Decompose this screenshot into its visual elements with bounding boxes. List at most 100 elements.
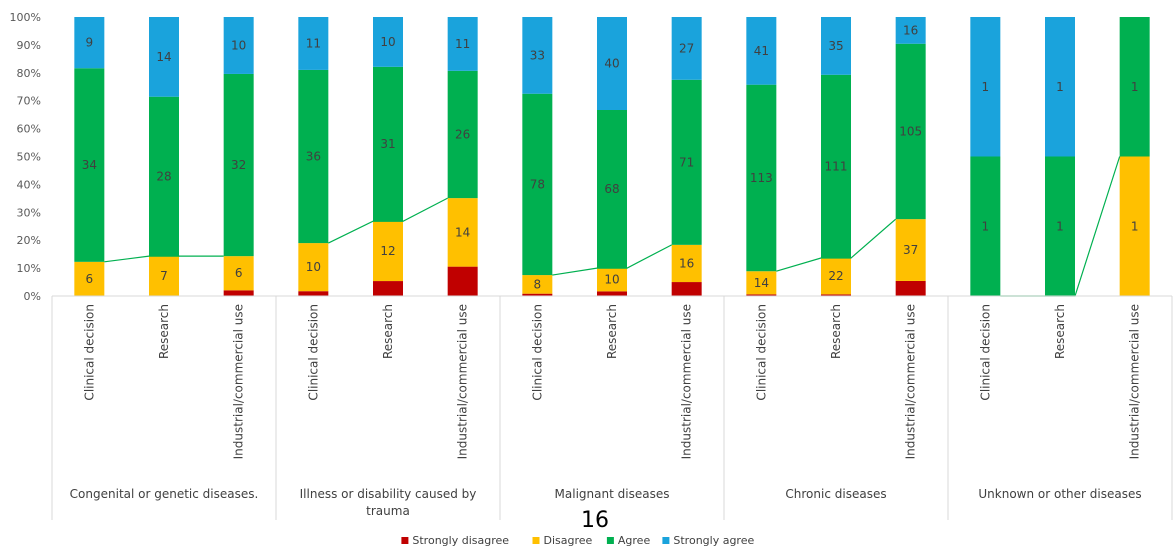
data-label: 28: [156, 169, 171, 183]
data-label: 11: [306, 36, 321, 50]
bar-segment: [373, 66, 403, 222]
group-label: Illness or disability caused by trauma: [300, 487, 477, 518]
bar-segment: [895, 43, 926, 220]
data-label: 78: [530, 177, 545, 191]
data-label: 1: [1131, 219, 1139, 233]
bar-segment: [223, 256, 254, 291]
y-tick-label: 90%: [17, 39, 41, 52]
data-label: 10: [231, 38, 246, 52]
data-label: 68: [604, 182, 619, 196]
category-label: Research: [605, 304, 619, 359]
bar-segment: [298, 291, 329, 296]
bar-segment: [149, 17, 179, 97]
data-label: 10: [306, 260, 321, 274]
bar-segment: [1119, 156, 1150, 296]
bar-segment: [522, 275, 553, 294]
data-label: 12: [380, 244, 395, 258]
connector-line: [104, 255, 224, 263]
group-label: Unknown or other diseases: [978, 487, 1141, 501]
data-label: 37: [903, 243, 918, 257]
bar-segment: [671, 79, 702, 245]
data-label: 11: [455, 37, 470, 51]
connector-line: [328, 197, 448, 244]
data-label: 1: [1056, 80, 1064, 94]
bar-segment: [821, 17, 851, 75]
bar-segment: [895, 219, 926, 281]
category-label: Clinical decision: [82, 304, 96, 401]
category-label: Industrial/commercial use: [456, 304, 470, 459]
legend-swatch: [532, 537, 540, 544]
category-label: Clinical decision: [754, 304, 768, 401]
bar-segment: [821, 294, 851, 296]
data-label: 40: [604, 57, 619, 71]
y-tick-label: 100%: [10, 11, 41, 24]
data-label: 9: [86, 36, 94, 50]
bar-segment: [74, 17, 105, 69]
y-tick-label: 0%: [24, 290, 41, 303]
data-label: 31: [380, 137, 395, 151]
bar-segment: [223, 290, 254, 296]
bar-segment: [74, 68, 105, 262]
data-label: 10: [604, 273, 619, 287]
legend-swatch: [662, 537, 670, 544]
bar-segment: [447, 198, 478, 267]
y-tick-label: 30%: [17, 206, 41, 219]
bar-segment: [821, 258, 851, 295]
bar-segment: [522, 293, 553, 296]
bar-segment: [597, 291, 627, 296]
y-tick-label: 60%: [17, 123, 41, 136]
group-label: Chronic diseases: [785, 487, 886, 501]
data-label: 111: [825, 159, 848, 173]
bar-segment: [149, 96, 179, 257]
page-number: 16: [581, 508, 609, 533]
data-label: 1: [1056, 219, 1064, 233]
bar-segment: [746, 17, 777, 85]
data-label: 26: [455, 127, 470, 141]
bar-segment: [671, 282, 702, 296]
data-labels: 6349728146321010361112311014261187833106…: [82, 23, 1139, 291]
category-label: Industrial/commercial use: [1128, 304, 1142, 459]
category-label: Clinical decision: [306, 304, 320, 401]
bar-segment: [1045, 156, 1075, 296]
bar-segment: [895, 280, 926, 296]
data-label: 27: [679, 41, 694, 55]
bar-segment: [373, 221, 403, 282]
y-tick-label: 10%: [17, 262, 41, 275]
legend-label: Agree: [618, 534, 651, 547]
y-tick-label: 50%: [17, 151, 41, 164]
data-label: 14: [754, 276, 769, 290]
category-label: Industrial/commercial use: [680, 304, 694, 459]
bar-segment: [298, 243, 329, 292]
bar-segment: [522, 17, 553, 94]
data-label: 7: [160, 269, 168, 283]
group-label: Congenital or genetic diseases.: [70, 487, 259, 501]
data-label: 35: [828, 39, 843, 53]
data-label: 8: [534, 277, 542, 291]
bar-segment: [373, 281, 403, 296]
bar-segment: [895, 17, 926, 44]
legend-label: Strongly agree: [673, 534, 754, 547]
category-label: Research: [1053, 304, 1067, 359]
y-tick-label: 40%: [17, 178, 41, 191]
data-label: 1: [982, 80, 990, 94]
data-label: 36: [306, 150, 321, 164]
bar-segment: [821, 74, 851, 259]
bar-segment: [671, 17, 702, 80]
y-tick-label: 70%: [17, 95, 41, 108]
bar-segment: [373, 17, 403, 67]
data-label: 1: [982, 219, 990, 233]
bar-segment: [447, 266, 478, 296]
data-label: 34: [82, 158, 97, 172]
bar-segment: [671, 244, 702, 283]
bar-segment: [223, 17, 254, 74]
category-label: Research: [381, 304, 395, 359]
bar-segment: [597, 17, 627, 110]
y-tick-label: 20%: [17, 234, 41, 247]
group-label: Malignant diseases: [555, 487, 670, 501]
data-label: 32: [231, 158, 246, 172]
y-axis: 0% 10% 20% 30% 40% 50% 60% 70% 80% 90% 100%: [10, 11, 41, 303]
bar-segment: [298, 17, 329, 70]
data-label: 71: [679, 155, 694, 169]
data-label: 1: [1131, 80, 1139, 94]
